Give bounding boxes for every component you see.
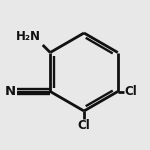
Text: Cl: Cl [124,85,137,98]
Text: Cl: Cl [78,119,90,132]
Text: H₂N: H₂N [16,30,41,44]
Text: N: N [5,85,16,98]
